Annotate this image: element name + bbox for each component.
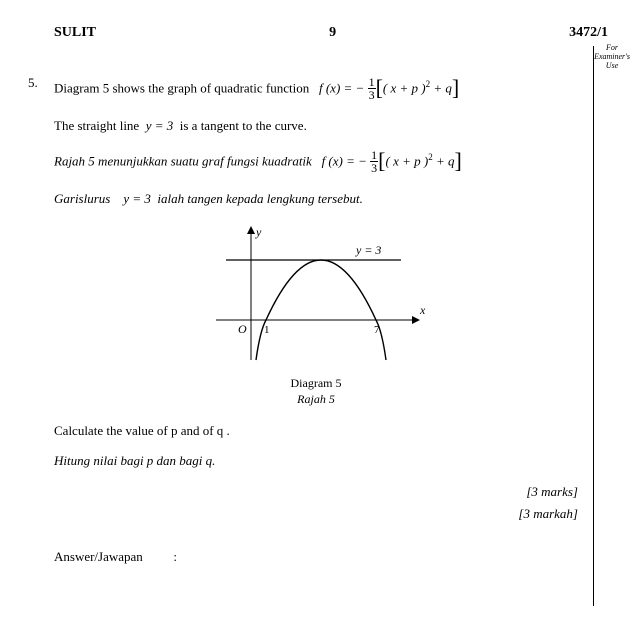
y-axis-label: y: [255, 225, 262, 239]
formula-plus-q: + q: [430, 80, 452, 95]
formula-fraction-ms: 1 3: [370, 149, 378, 174]
frac-denominator: 3: [368, 89, 376, 101]
parabola-curve: [256, 260, 386, 360]
parabola-diagram: y x y = 3 O 1 7: [196, 220, 436, 370]
marks-malay: [3 markah]: [54, 504, 578, 524]
tangent-label: y = 3: [355, 243, 381, 257]
tangent-en-a: The straight line: [54, 118, 139, 133]
page: SULIT 9 3472/1 For Examiner's Use 5. Dia…: [0, 0, 638, 630]
answer-label-row: Answer/Jawapan :: [54, 547, 578, 567]
origin-label: O: [238, 322, 247, 336]
left-bracket-icon-ms: [: [378, 148, 385, 173]
y-axis-arrow-icon: [247, 226, 255, 234]
tangent-ms-b: ialah tangen kepada lengkung tersebut.: [157, 191, 362, 206]
x-axis-arrow-icon: [412, 316, 420, 324]
x-axis-label: x: [419, 303, 426, 317]
calculate-malay: Hitung nilai bagi p dan bagi q.: [54, 451, 578, 471]
calculate-english: Calculate the value of p and of q .: [54, 421, 578, 441]
x-intercept-2: 7: [374, 324, 380, 336]
formula-inner: ( x + p ): [383, 80, 426, 95]
right-bracket-icon-ms: ]: [454, 148, 461, 173]
answer-colon: :: [173, 549, 177, 564]
left-bracket-icon: [: [376, 75, 383, 100]
x-intercept-1: 1: [264, 324, 270, 336]
diagram-caption-en: Diagram 5: [291, 376, 342, 390]
intro-malay: Rajah 5 menunjukkan suatu graf fungsi ku…: [54, 146, 578, 179]
tangent-en-b: is a tangent to the curve.: [180, 118, 307, 133]
tangent-en-eq: y = 3: [146, 118, 174, 133]
diagram-caption: Diagram 5 Rajah 5: [291, 376, 342, 407]
question-content: 5. Diagram 5 shows the graph of quadrati…: [54, 73, 608, 567]
frac-denominator-ms: 3: [370, 162, 378, 174]
header-center: 9: [329, 22, 336, 43]
marks-english: [3 marks]: [54, 482, 578, 502]
formula-plus-q-ms: + q: [433, 153, 455, 168]
diagram-container: y x y = 3 O 1 7 Diagram 5 Rajah 5: [54, 220, 578, 407]
intro-english: Diagram 5 shows the graph of quadratic f…: [54, 73, 578, 106]
page-header: SULIT 9 3472/1: [54, 22, 608, 43]
frac-numerator-ms: 1: [370, 149, 378, 162]
intro-ms-text: Rajah 5 menunjukkan suatu graf fungsi ku…: [54, 153, 312, 168]
examiner-use-label: For Examiner's Use: [594, 44, 630, 70]
tangent-ms-eq: y = 3: [123, 191, 151, 206]
formula-fx-en: f (x) = −: [319, 80, 364, 95]
intro-en-text: Diagram 5 shows the graph of quadratic f…: [54, 80, 309, 95]
tangent-english: The straight line y = 3 is a tangent to …: [54, 116, 578, 136]
right-bracket-icon: ]: [452, 75, 459, 100]
formula-fraction: 1 3: [368, 76, 376, 101]
formula-fx-ms: f (x) = −: [322, 153, 367, 168]
formula-inner-ms: ( x + p ): [385, 153, 428, 168]
diagram-caption-ms: Rajah 5: [297, 392, 335, 406]
answer-label: Answer/Jawapan: [54, 549, 143, 564]
header-right: 3472/1: [569, 22, 608, 43]
tangent-malay: Garislurus y = 3 ialah tangen kepada len…: [54, 189, 578, 209]
tangent-ms-a: Garislurus: [54, 191, 110, 206]
header-left: SULIT: [54, 22, 96, 43]
question-number: 5.: [28, 73, 38, 93]
examiner-line3: Use: [594, 62, 630, 71]
